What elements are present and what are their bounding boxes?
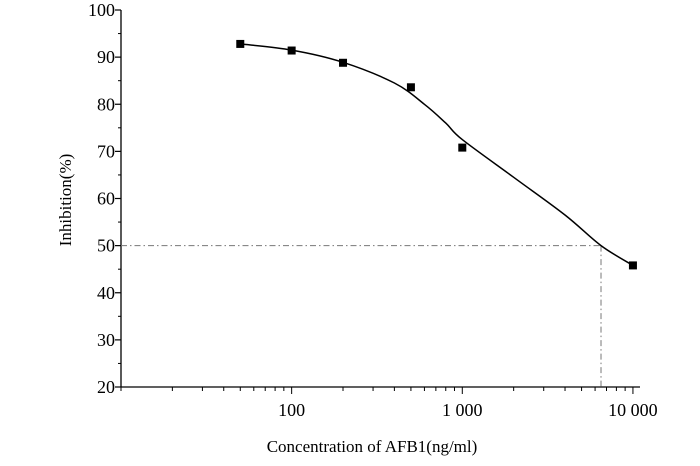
y-tick-label: 100 [88,0,115,20]
fit-curve [240,43,634,267]
data-point [406,83,415,92]
x-tick-label: 10 000 [608,400,658,420]
tick-labels: 20 30 40 50 60 70 80 90 100 100 1 000 10 000 [88,0,658,420]
y-tick-label: 60 [97,189,115,209]
y-tick-label: 70 [97,141,115,161]
data-point [236,39,245,48]
x-tick-label: 100 [278,400,305,420]
x-tick-label: 1 000 [442,400,483,420]
y-tick-label: 40 [97,283,115,303]
y-tick-label: 90 [97,47,115,67]
y-axis-title: Inhibition(%) [56,154,75,247]
data-point [628,261,637,270]
reference-lines [121,245,602,387]
data-point [287,46,296,55]
data-point [339,58,348,67]
x-axis-title: Concentration of AFB1(ng/ml) [267,437,478,456]
y-tick-label: 20 [97,377,115,397]
y-tick-label: 30 [97,330,115,350]
data-point [458,143,467,152]
axes [115,9,640,394]
y-tick-label: 50 [97,236,115,256]
y-tick-label: 80 [97,94,115,114]
data-points [236,39,637,270]
